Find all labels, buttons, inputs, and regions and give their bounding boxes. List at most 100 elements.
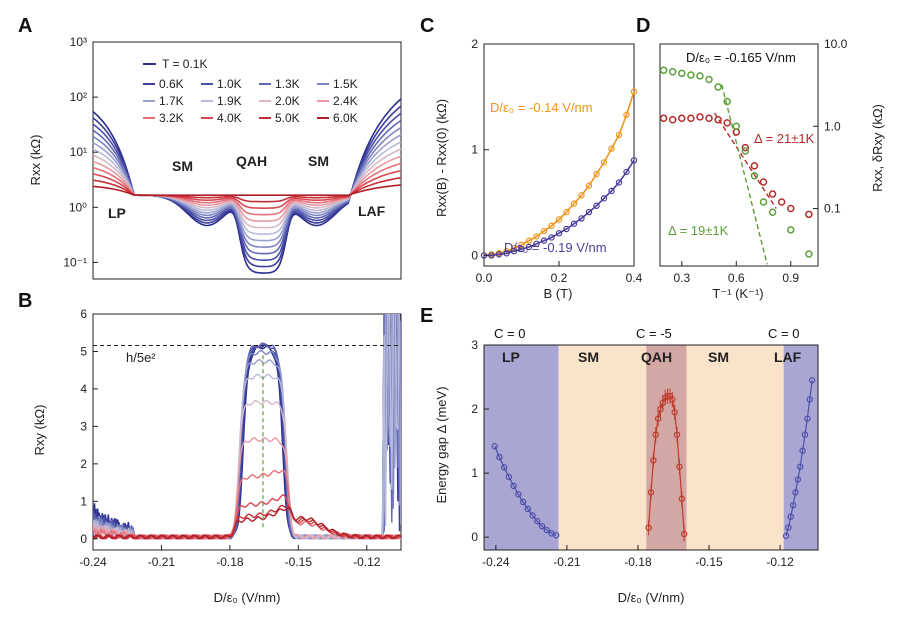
point-c-1-7: [533, 240, 540, 247]
point-e-1-11: [671, 409, 678, 416]
point-e-2-11: [808, 377, 816, 384]
region-label-lp-e: LP: [502, 349, 520, 365]
y-axis-label-e: Energy gap Δ (meV): [434, 386, 449, 503]
point-d-0-15: [805, 210, 813, 219]
point-e-2-10: [806, 396, 813, 403]
plot-frame-d: [659, 43, 819, 267]
region-label-sm-a2: SM: [308, 153, 329, 169]
region-label-laf-e: LAF: [774, 349, 802, 365]
legend-title-a: T = 0.1K: [162, 57, 207, 71]
point-c-1-12: [570, 220, 578, 227]
xtick-label-c-0: 0.0: [476, 271, 493, 285]
ytick-label-e-0: 0: [471, 530, 478, 544]
xtick-label-d-2: 0.9: [782, 271, 799, 285]
point-e-0-3: [505, 473, 513, 481]
legend-label-a-5: 1.9K: [217, 94, 242, 108]
region-label-qah-a: QAH: [236, 153, 267, 169]
point-c-0-10: [555, 216, 563, 223]
y-axis-label-a: Rxx (kΩ): [28, 135, 43, 186]
xtick-label-b-1: -0.21: [148, 555, 176, 569]
point-e-1-12: [673, 431, 681, 438]
point-e-2-6: [797, 463, 804, 470]
point-d-1-3: [687, 71, 695, 79]
ytick-label-a-1: 10²: [70, 90, 87, 104]
point-d-1-10: [750, 172, 759, 180]
point-e-0-5: [515, 491, 522, 498]
point-c-0-20: [630, 88, 638, 95]
point-c-0-6: [525, 237, 533, 244]
ytick-label-d-1: 1.0: [824, 119, 841, 133]
point-c-0-17: [608, 145, 615, 152]
point-e-2-4: [792, 489, 799, 496]
x-axis-label-c: B (T): [544, 286, 573, 301]
point-d-1-2: [678, 69, 686, 78]
rxy-curve-8: [93, 437, 401, 540]
point-e-1-10: [669, 396, 676, 403]
point-c-1-4: [510, 247, 518, 255]
gap-line-e-1: [648, 395, 685, 535]
point-c-0-18: [615, 131, 623, 139]
legend-label-a-2: 1.3K: [275, 77, 300, 91]
region-label-laf-a: LAF: [358, 203, 386, 219]
legend-label-a-8: 3.2K: [159, 111, 184, 125]
point-c-0-8: [540, 227, 548, 235]
point-d-0-2: [678, 114, 686, 123]
point-e-0-13: [553, 532, 560, 539]
point-c-1-8: [540, 237, 548, 244]
region-label-sm-e1: SM: [578, 349, 599, 365]
point-e-0-1: [496, 453, 503, 461]
point-c-1-5: [518, 245, 525, 253]
x-axis-label-e: D/ε₀ (V/nm): [618, 590, 685, 605]
ytick-label-d-0: 10.0: [824, 37, 848, 51]
xtick-label-c-1: 0.2: [551, 271, 568, 285]
xtick-label-e-0: -0.24: [482, 555, 510, 569]
panel-label-a: A: [18, 15, 32, 37]
point-e-0-6: [519, 498, 527, 506]
legend-label-a-9: 4.0K: [217, 111, 242, 125]
x-axis-label-b: D/ε₀ (V/nm): [214, 590, 281, 605]
legend-label-a-3: 1.5K: [333, 77, 358, 91]
region-label-lp-a: LP: [108, 205, 126, 221]
point-d-1-1: [668, 67, 677, 76]
region-label-qah-e: QAH: [641, 349, 672, 365]
point-c-1-18: [615, 179, 623, 186]
chern-label-3: C = 0: [768, 326, 799, 341]
legend-label-a-6: 2.0K: [275, 94, 300, 108]
point-e-1-2: [650, 457, 657, 464]
point-d-1-7: [723, 97, 731, 106]
point-c-0-16: [600, 159, 608, 166]
point-e-1-3: [652, 431, 659, 438]
ytick-label-e-2: 2: [471, 402, 478, 416]
point-e-0-9: [534, 517, 541, 525]
point-c-1-10: [555, 230, 563, 237]
point-d-0-3: [687, 114, 695, 123]
legend-label-a-7: 2.4K: [333, 94, 358, 108]
point-d-0-7: [723, 119, 731, 127]
rxy-curve-5: [93, 314, 401, 540]
point-e-2-5: [794, 476, 802, 483]
point-c-0-13: [578, 191, 585, 199]
ytick-label-b-5: 5: [80, 344, 87, 358]
fit-label-d-red: Δ = 21±1K: [754, 131, 815, 146]
panel-a: 10³ 10² 10¹ 10⁰ 10⁻¹ Rxx (kΩ) LP SM QAH SM L…: [28, 35, 402, 280]
rxx-curve-12: [92, 184, 402, 196]
ytick-label-d-2: 0.1: [824, 202, 841, 216]
point-d-1-13: [787, 226, 795, 234]
ytick-label-b-4: 4: [80, 382, 87, 396]
panel-label-d: D: [636, 15, 650, 37]
rxy-curve-1: [93, 314, 401, 540]
point-c-1-16: [600, 195, 608, 202]
chern-label-2: C = -5: [636, 326, 672, 341]
point-e-0-2: [500, 464, 508, 471]
fit-line-d-red: [713, 112, 777, 209]
point-d-0-6: [714, 115, 722, 124]
point-e-2-8: [801, 431, 809, 438]
ytick-label-e-3: 3: [471, 338, 478, 352]
point-e-2-2: [787, 513, 794, 520]
point-c-0-15: [593, 170, 600, 178]
region-label-sm-e2: SM: [708, 349, 729, 365]
point-c-0-9: [548, 222, 555, 230]
xtick-label-e-2: -0.18: [624, 555, 652, 569]
point-e-0-0: [491, 443, 498, 450]
